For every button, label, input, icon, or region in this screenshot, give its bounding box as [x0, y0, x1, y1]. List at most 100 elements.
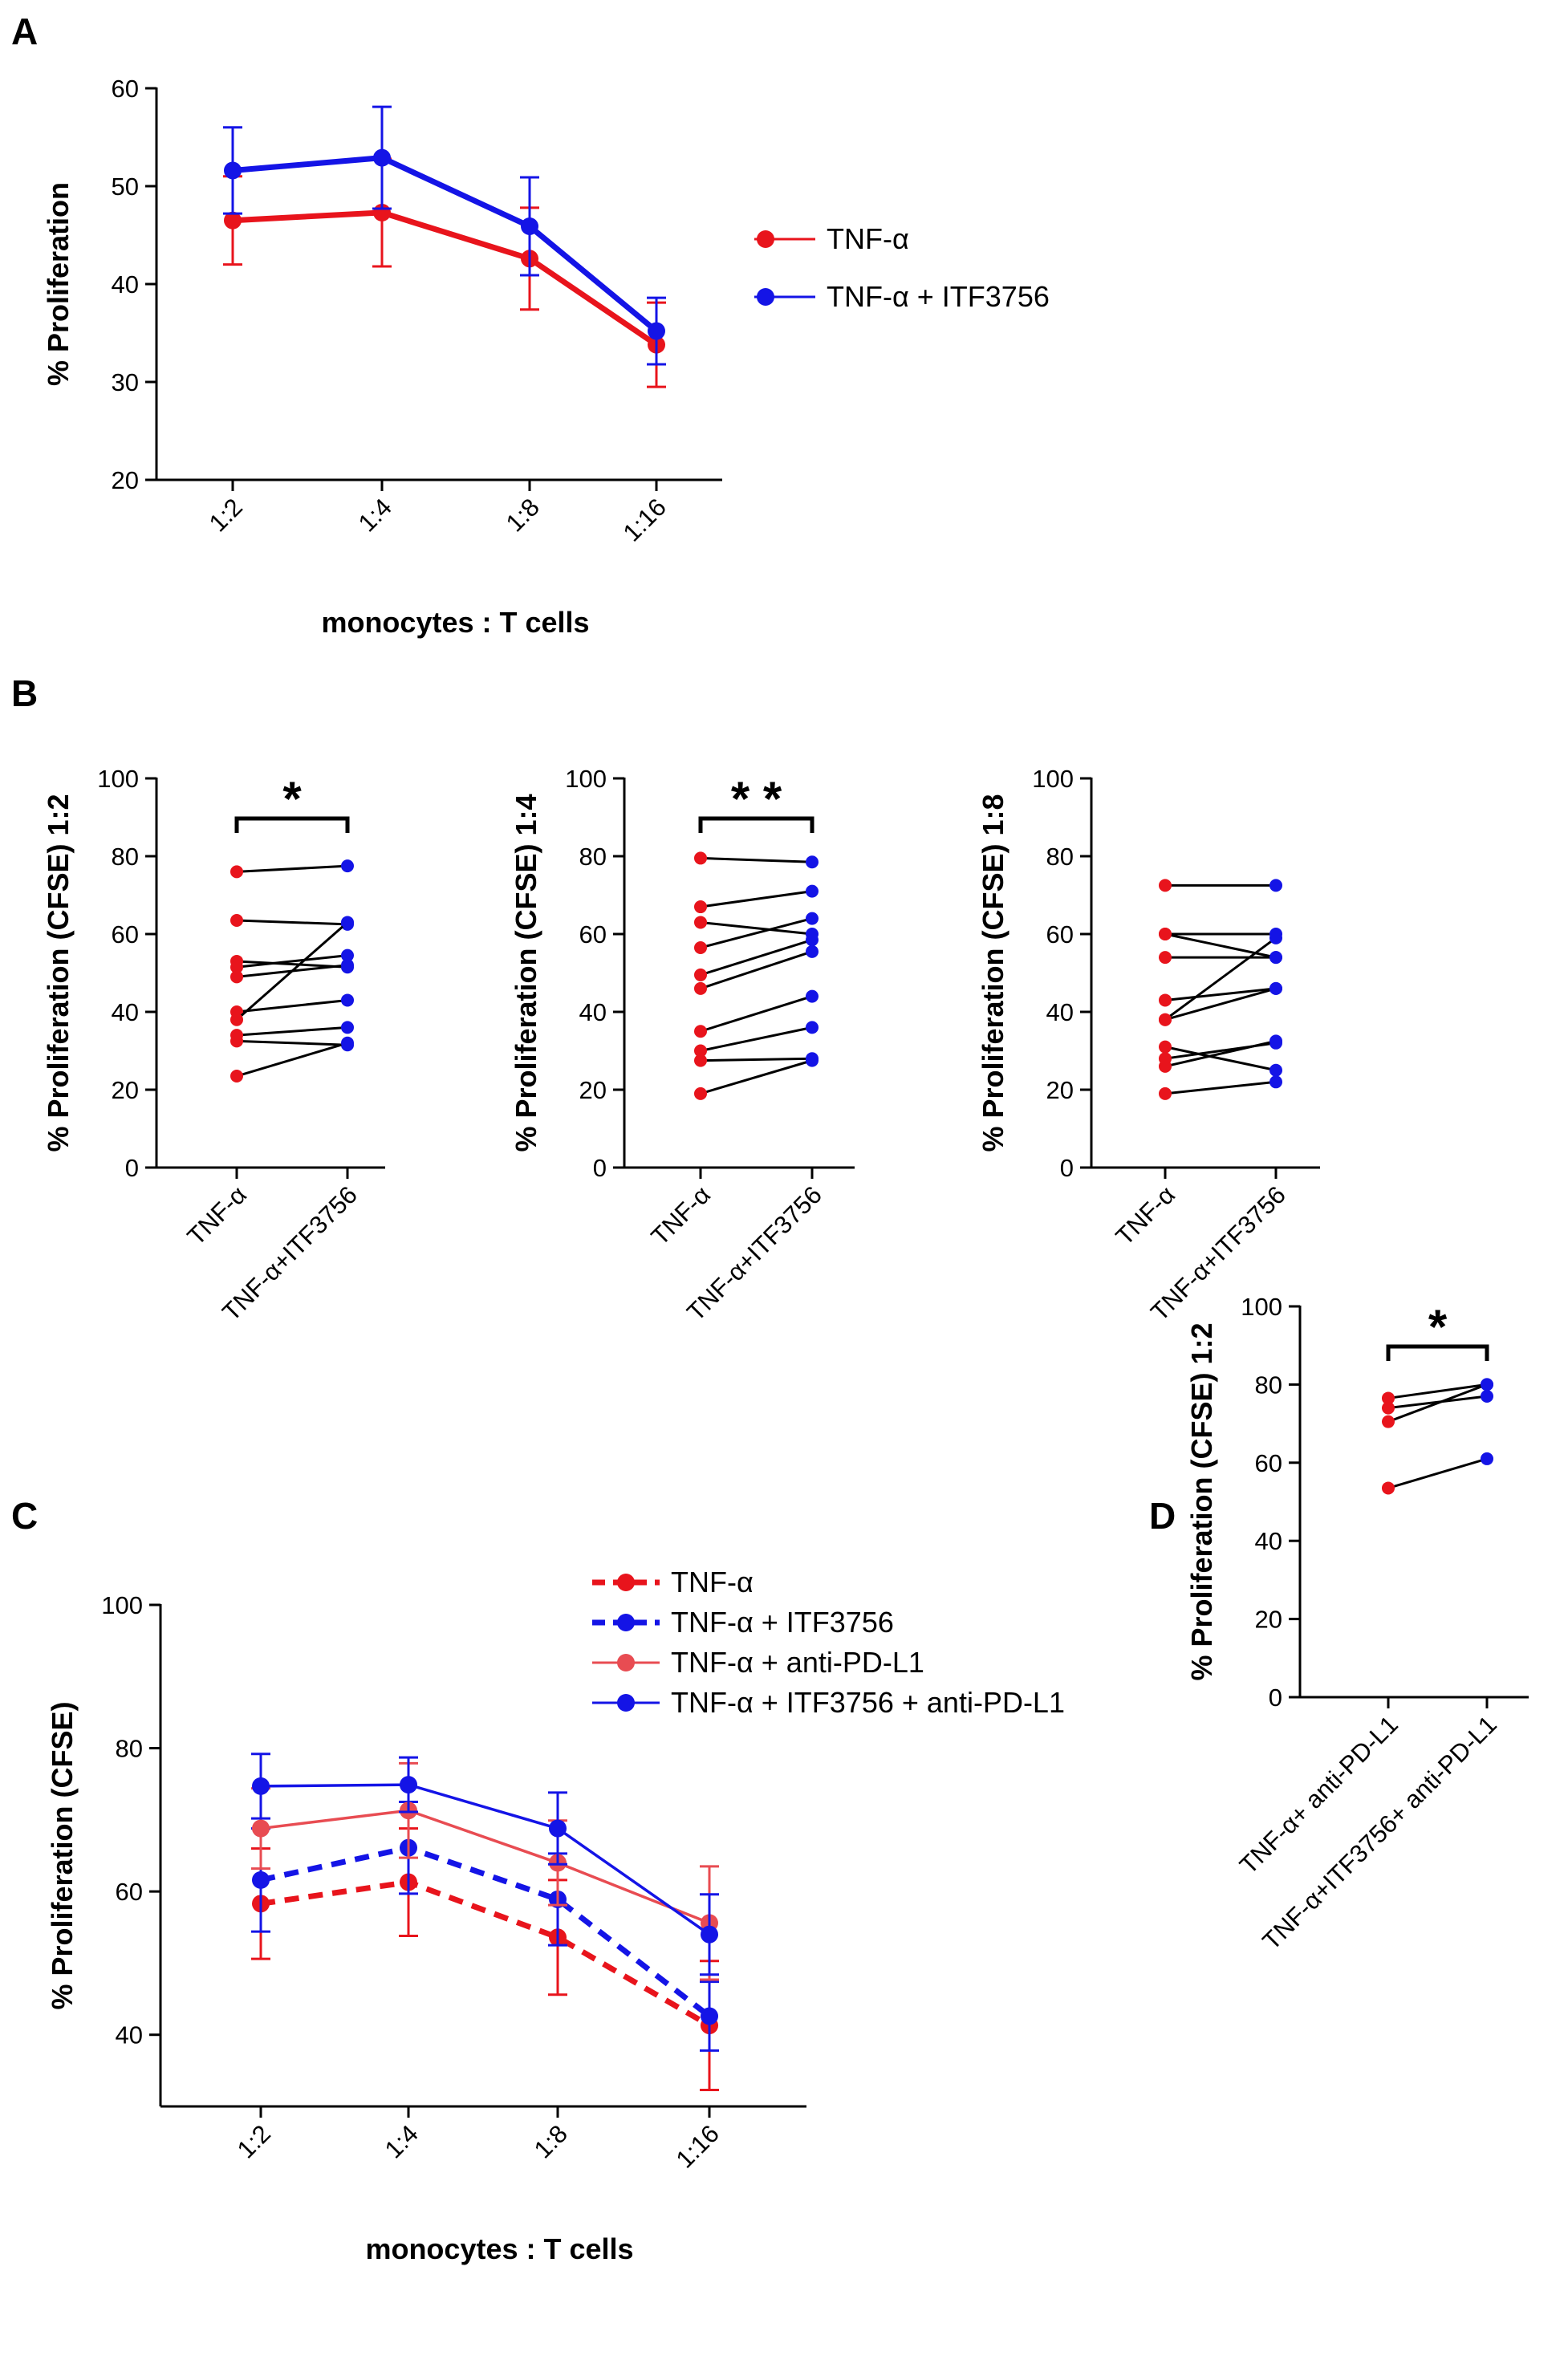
pair-line [1164, 987, 1277, 1022]
x-tick-label: TNF-α [646, 1180, 716, 1250]
significance-stars: * [1428, 1300, 1448, 1354]
pair-line [1164, 1039, 1277, 1068]
point-after [1481, 1390, 1493, 1403]
pair-line [700, 917, 813, 949]
pair-line [700, 1057, 813, 1062]
pair-line [236, 1026, 348, 1037]
pair-line [1387, 1383, 1488, 1399]
paired-sample [1159, 928, 1282, 940]
point-after [341, 1021, 354, 1034]
legend-marker [617, 1694, 635, 1712]
x-tick-label: 1:8 [529, 2119, 573, 2163]
data-point [701, 1925, 718, 1944]
y-tick-label: 60 [112, 75, 139, 103]
point-before [694, 1054, 707, 1067]
point-before [230, 970, 243, 984]
y-tick-label: 20 [1255, 1606, 1282, 1634]
chart-b3: 0 20 40 60 80 100 % Proliferation (CFSE) 1:8 TN… [977, 765, 1320, 1326]
pair-line [236, 1039, 348, 1046]
paired-sample [230, 916, 354, 1026]
y-axis-title: % Proliferation (CFSE) [46, 1701, 79, 2009]
point-before [1159, 951, 1172, 965]
point-before [694, 981, 707, 995]
paired-sample [1382, 1378, 1493, 1405]
pair-line [1164, 932, 1277, 959]
point-before [694, 1087, 707, 1100]
point-before [1159, 993, 1172, 1007]
paired-sample [1159, 1034, 1282, 1073]
y-tick-label: 80 [116, 1735, 143, 1763]
y-tick-label: 0 [1269, 1684, 1282, 1712]
pair-line [700, 856, 813, 863]
paired-sample [694, 912, 819, 954]
point-after [341, 1036, 354, 1050]
point-before [1159, 928, 1172, 940]
data-point [648, 322, 665, 340]
series-3 [251, 1753, 719, 1976]
y-tick-label: 20 [1046, 1076, 1074, 1104]
panel-letter-a: A [11, 10, 38, 52]
point-before [1382, 1401, 1395, 1415]
legend-label: TNF-α + anti-PD-L1 [671, 1646, 924, 1679]
series-line [232, 209, 658, 347]
point-after [1269, 1034, 1282, 1048]
chart-a: 20 30 40 50 60 % Proliferation 1:2 1:4 1:8 1:16 mo… [42, 75, 1050, 639]
point-after [341, 993, 354, 1007]
series-line [260, 1879, 711, 2029]
panel-letter-c: C [11, 1495, 38, 1537]
point-before [694, 968, 707, 981]
paired-sample [694, 884, 819, 914]
point-after [341, 859, 354, 873]
paired-sample [230, 948, 354, 974]
point-before [230, 1070, 243, 1083]
data-point [373, 148, 391, 167]
x-tick-label: TNF-α [1111, 1180, 1180, 1250]
y-tick-label: 20 [112, 1076, 139, 1104]
point-before [694, 940, 707, 954]
pair-line [1164, 936, 1277, 1021]
pair-line [1387, 1457, 1488, 1489]
paired-sample [1382, 1378, 1493, 1428]
y-tick-label: 40 [116, 2021, 143, 2049]
paired-sample [230, 1036, 354, 1083]
series-1 [223, 105, 666, 366]
y-axis-title: % Proliferation (CFSE) 1:2 [1185, 1322, 1218, 1680]
x-tick-label: 1:4 [353, 493, 397, 537]
legend-label: TNF-α + ITF3756 + anti-PD-L1 [671, 1686, 1065, 1719]
legend-label: TNF-α + ITF3756 [827, 280, 1050, 313]
y-tick-label: 100 [1241, 1293, 1282, 1321]
y-tick-label: 40 [1255, 1527, 1282, 1555]
paired-sample [1159, 1036, 1282, 1066]
paired-sample [694, 1021, 819, 1058]
point-before [694, 851, 707, 865]
point-before [1159, 1040, 1172, 1054]
chart-b1: 0 20 40 60 80 100 % Proliferation (CFSE) 1:2 TN… [42, 765, 385, 1326]
y-tick-label: 40 [112, 270, 139, 299]
data-point [252, 1870, 270, 1889]
data-point [252, 1777, 270, 1795]
pair-line [1164, 1046, 1277, 1072]
point-after [806, 855, 819, 869]
point-before [1159, 1059, 1172, 1073]
x-tick-label: 1:16 [671, 2119, 725, 2173]
pair-line [700, 995, 813, 1033]
point-after [1269, 879, 1282, 892]
series-line [260, 1809, 710, 1925]
paired-sample [1159, 951, 1282, 965]
pair-line [236, 919, 348, 926]
series-2 [251, 1761, 719, 1981]
pair-line [236, 864, 348, 873]
point-after [1269, 1063, 1282, 1077]
paired-sample [230, 993, 354, 1018]
series-line [260, 1783, 711, 1936]
y-tick-label: 0 [1060, 1154, 1074, 1182]
point-before [1382, 1481, 1395, 1495]
data-point [521, 217, 538, 236]
y-tick-label: 0 [593, 1154, 607, 1182]
pair-line [700, 890, 813, 908]
point-after [1481, 1452, 1493, 1465]
data-point [224, 161, 242, 180]
point-before [230, 914, 243, 928]
paired-sample [1159, 879, 1282, 892]
